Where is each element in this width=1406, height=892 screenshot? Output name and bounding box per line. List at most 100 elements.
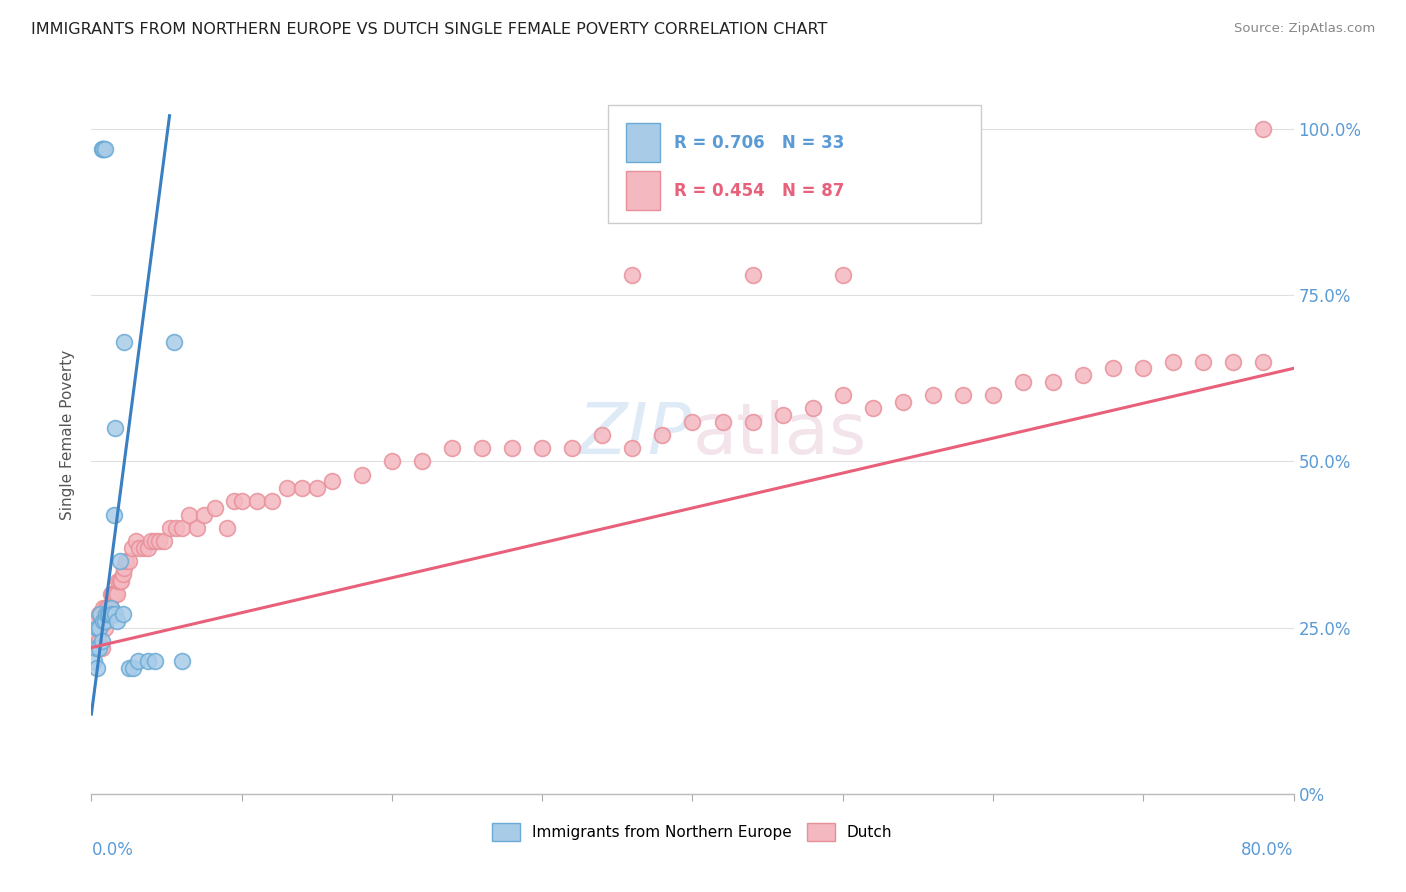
Bar: [626, 171, 659, 211]
Point: [90, 634, 112, 648]
Point: [87, 634, 110, 648]
Point: [103, 587, 125, 601]
Point: [246, 494, 269, 508]
Point: [128, 541, 150, 555]
Point: [141, 534, 163, 549]
Text: R = 0.706   N = 33: R = 0.706 N = 33: [675, 134, 845, 152]
Text: 80.0%: 80.0%: [1241, 840, 1294, 859]
Text: IMMIGRANTS FROM NORTHERN EUROPE VS DUTCH SINGLE FEMALE POVERTY CORRELATION CHART: IMMIGRANTS FROM NORTHERN EUROPE VS DUTCH…: [31, 22, 827, 37]
Y-axis label: Single Female Poverty: Single Female Poverty: [60, 350, 76, 520]
Point: [1161, 355, 1184, 369]
Point: [96, 600, 118, 615]
Point: [96, 607, 118, 622]
Point: [801, 401, 824, 416]
Point: [321, 475, 343, 489]
Point: [531, 441, 554, 455]
Point: [96, 614, 118, 628]
Point: [94, 142, 117, 156]
Point: [193, 508, 215, 522]
Point: [93, 600, 115, 615]
Point: [97, 600, 120, 615]
Point: [1012, 375, 1035, 389]
Point: [89, 621, 111, 635]
Point: [98, 607, 121, 622]
Point: [170, 654, 193, 668]
Point: [177, 508, 200, 522]
Point: [148, 534, 170, 549]
Point: [741, 415, 763, 429]
Point: [86, 621, 108, 635]
Point: [84, 640, 107, 655]
Point: [105, 587, 128, 601]
Point: [98, 607, 121, 622]
FancyBboxPatch shape: [609, 104, 981, 223]
Text: R = 0.454   N = 87: R = 0.454 N = 87: [675, 182, 845, 200]
Point: [831, 268, 853, 283]
Point: [104, 587, 127, 601]
Point: [891, 394, 914, 409]
Point: [471, 441, 494, 455]
Point: [93, 142, 115, 156]
Point: [741, 268, 763, 283]
Point: [94, 621, 117, 635]
Point: [86, 627, 108, 641]
Point: [651, 428, 673, 442]
Point: [260, 494, 283, 508]
Point: [108, 574, 131, 588]
Point: [107, 574, 129, 588]
Point: [87, 621, 110, 635]
Point: [143, 534, 166, 549]
Point: [90, 640, 112, 655]
Point: [104, 607, 127, 622]
Point: [1132, 361, 1154, 376]
Point: [1102, 361, 1125, 376]
Point: [922, 388, 945, 402]
Text: ZIP: ZIP: [578, 401, 692, 469]
Point: [125, 534, 148, 549]
Point: [143, 654, 166, 668]
Point: [104, 421, 127, 435]
Point: [981, 388, 1004, 402]
Point: [561, 441, 583, 455]
Point: [93, 614, 115, 628]
Point: [114, 334, 136, 349]
Point: [591, 428, 613, 442]
Point: [114, 561, 136, 575]
Point: [411, 454, 433, 468]
Point: [101, 587, 124, 601]
Point: [163, 334, 186, 349]
Point: [122, 660, 145, 674]
Point: [186, 521, 208, 535]
Point: [681, 415, 703, 429]
Point: [862, 401, 884, 416]
Legend: Immigrants from Northern Europe, Dutch: Immigrants from Northern Europe, Dutch: [486, 816, 898, 847]
Point: [100, 587, 122, 601]
Point: [110, 574, 132, 588]
Point: [101, 607, 124, 622]
Point: [132, 541, 155, 555]
Point: [138, 541, 160, 555]
Point: [100, 600, 122, 615]
Point: [381, 454, 404, 468]
Point: [831, 388, 853, 402]
Point: [87, 607, 110, 622]
Point: [231, 494, 253, 508]
Point: [204, 500, 226, 515]
Point: [224, 494, 246, 508]
Point: [1253, 355, 1275, 369]
Point: [127, 654, 149, 668]
Point: [97, 607, 120, 622]
Point: [1042, 375, 1064, 389]
Text: atlas: atlas: [692, 401, 868, 469]
Point: [87, 640, 110, 655]
Text: Source: ZipAtlas.com: Source: ZipAtlas.com: [1234, 22, 1375, 36]
Point: [100, 600, 122, 615]
Point: [103, 508, 125, 522]
Point: [138, 654, 160, 668]
Point: [772, 408, 794, 422]
Point: [305, 481, 328, 495]
Point: [108, 554, 131, 568]
Point: [159, 521, 181, 535]
Point: [501, 441, 523, 455]
Point: [1222, 355, 1244, 369]
